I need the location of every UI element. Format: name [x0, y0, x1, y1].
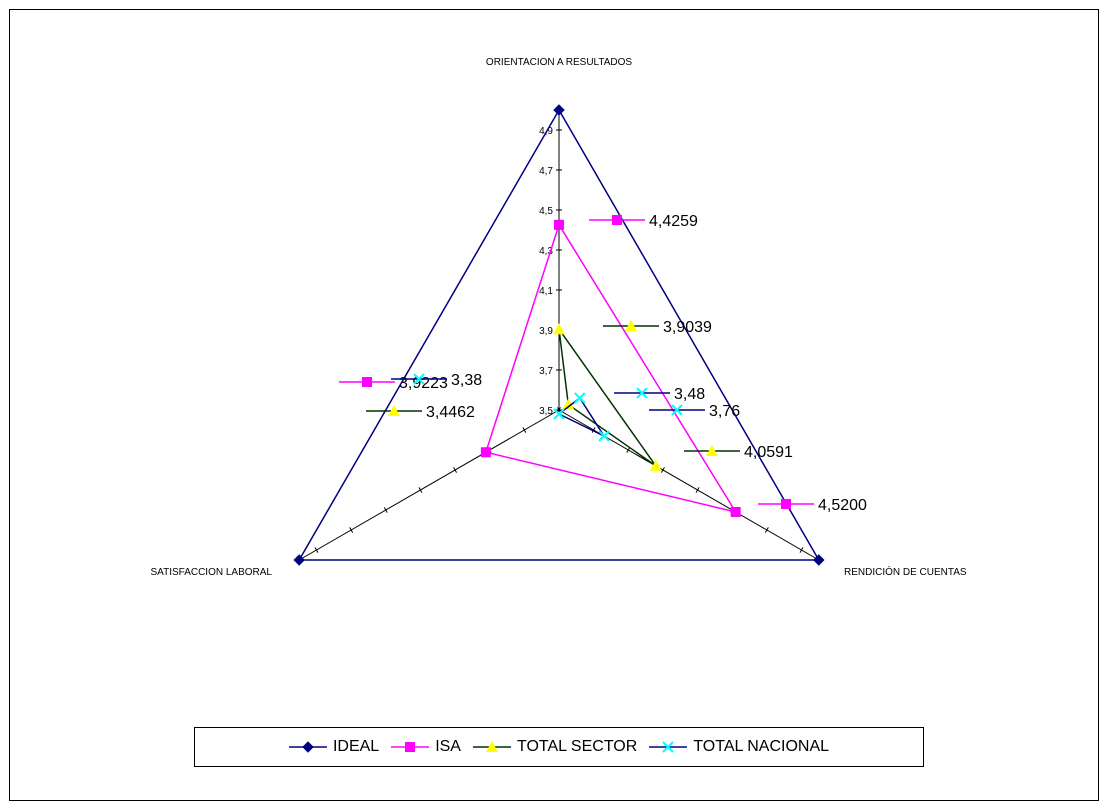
data-label-key: [706, 445, 718, 456]
point-total-sector-rendicion-de-cuentas: [649, 459, 662, 471]
tick-mark: [418, 487, 423, 493]
point-total-sector-orientacion-a-resultados: [553, 323, 565, 335]
axis-title-satisfaccion-laboral: SATISFACCION LABORAL: [150, 567, 272, 578]
legend-marker: [662, 741, 675, 753]
legend-item-total-sector: TOTAL SECTOR: [472, 738, 638, 756]
data-label-total-sector-satisfaccion-laboral: 3,4462: [366, 404, 475, 421]
tick-mark: [695, 487, 700, 493]
tick-mark: [591, 427, 596, 433]
data-label-key: [671, 404, 683, 416]
tick-label: 3,5: [539, 406, 553, 417]
chart-frame: 3,5 3,7 3,9 4,1 4,3 4,5 4,7 4,9 ORIENTACION A RE…: [9, 9, 1099, 801]
data-label-key: [781, 499, 791, 509]
legend-label: IDEAL: [332, 738, 380, 755]
series-layer: [293, 104, 825, 566]
point-total-nacional-rendicion-de-cuentas: [598, 430, 610, 442]
legend: IDEAL ISA TOTAL SECTOR TOTAL NACIONAL: [194, 727, 924, 767]
axis-title-orientacion-a-resultados: ORIENTACION A RESULTADOS: [486, 57, 632, 68]
labels-layer: 4,4259 4,5200 3,9223 3,9039 4,0591 3,4462 3,48…: [339, 213, 867, 514]
legend-label: TOTAL NACIONAL: [693, 738, 830, 755]
tick-mark: [383, 507, 388, 513]
data-label-key: [612, 215, 622, 225]
data-label-text: 3,38: [451, 372, 482, 389]
data-label-key: [625, 320, 637, 331]
tick-mark: [522, 427, 527, 433]
data-label-isa-rendicion-de-cuentas: 4,5200: [758, 497, 867, 514]
legend-item-total-nacional: TOTAL NACIONAL: [649, 738, 829, 756]
data-label-text: 3,4462: [426, 404, 475, 421]
data-label-total-sector-rendicion-de-cuentas: 4,0591: [684, 444, 793, 461]
tick-label: 4,7: [539, 166, 553, 177]
legend-marker: [405, 742, 416, 752]
point-isa-satisfaccion-laboral: [480, 447, 491, 458]
axis-line-satisfaccion-laboral: [298, 409, 560, 561]
legend-marker: [485, 741, 498, 752]
data-label-key: [636, 387, 648, 399]
point-total-nacional-satisfaccion-laboral: [574, 392, 586, 404]
point-ideal-satisfaccion-laboral: [293, 554, 305, 566]
data-label-text: 3,76: [709, 403, 740, 420]
legend-label: TOTAL SECTOR: [516, 738, 638, 755]
tick-mark: [453, 467, 458, 473]
legend-marker: [302, 741, 314, 753]
tick-mark: [349, 527, 354, 533]
legend-swatch-ideal: [288, 741, 327, 753]
legend-label: ISA: [435, 738, 461, 755]
point-ideal-rendicion-de-cuentas: [813, 554, 825, 566]
series-line-total-sector: [558, 328, 657, 467]
tick-mark: [626, 447, 631, 453]
data-label-key: [413, 373, 425, 385]
legend-swatch-total-nacional: [649, 741, 688, 753]
data-label-total-nacional-orientacion-a-resultados: 3,48: [614, 386, 705, 403]
series-line-isa: [484, 223, 738, 514]
legend-swatch-isa: [391, 742, 430, 752]
tick-mark: [660, 467, 665, 473]
tick-label: 4,5: [539, 206, 553, 217]
tick-label: 3,7: [539, 366, 553, 377]
data-label-isa-satisfaccion-laboral: 3,9223: [339, 375, 448, 392]
tick-label: 4,3: [539, 246, 553, 257]
data-label-text: 4,0591: [744, 444, 793, 461]
data-label-total-sector-orientacion-a-resultados: 3,9039: [603, 319, 712, 336]
data-label-key: [388, 405, 400, 416]
point-isa-rendicion-de-cuentas: [730, 507, 741, 517]
data-label-total-nacional-satisfaccion-laboral: 3,38: [391, 372, 482, 389]
point-isa-orientacion-a-resultados: [554, 219, 564, 230]
tick-mark: [764, 527, 769, 533]
series-line-total-nacional: [557, 396, 607, 438]
data-label-text: 3,9039: [663, 319, 712, 336]
tick-label: 4,1: [539, 286, 553, 297]
data-label-text: 4,5200: [818, 497, 867, 514]
data-label-isa-orientacion-a-resultados: 4,4259: [589, 213, 698, 230]
tick-label: 3,9: [539, 326, 553, 337]
axis-title-rendicion-de-cuentas: RENDICIÓN DE CUENTAS: [844, 565, 967, 578]
legend-item-isa: ISA: [391, 738, 461, 756]
tick-mark: [799, 547, 804, 553]
point-ideal-orientacion-a-resultados: [553, 104, 565, 116]
data-label-text: 3,48: [674, 386, 705, 403]
data-label-total-nacional-rendicion-de-cuentas: 3,76: [649, 403, 740, 420]
data-label-text: 4,4259: [649, 213, 698, 230]
legend-item-ideal: IDEAL: [288, 738, 380, 756]
legend-swatch-total-sector: [472, 741, 511, 752]
data-label-key: [362, 377, 372, 387]
point-total-nacional-orientacion-a-resultados: [553, 408, 565, 420]
point-total-sector-satisfaccion-laboral: [562, 398, 575, 410]
series-line-ideal: [297, 108, 821, 561]
tick-mark: [314, 547, 319, 553]
